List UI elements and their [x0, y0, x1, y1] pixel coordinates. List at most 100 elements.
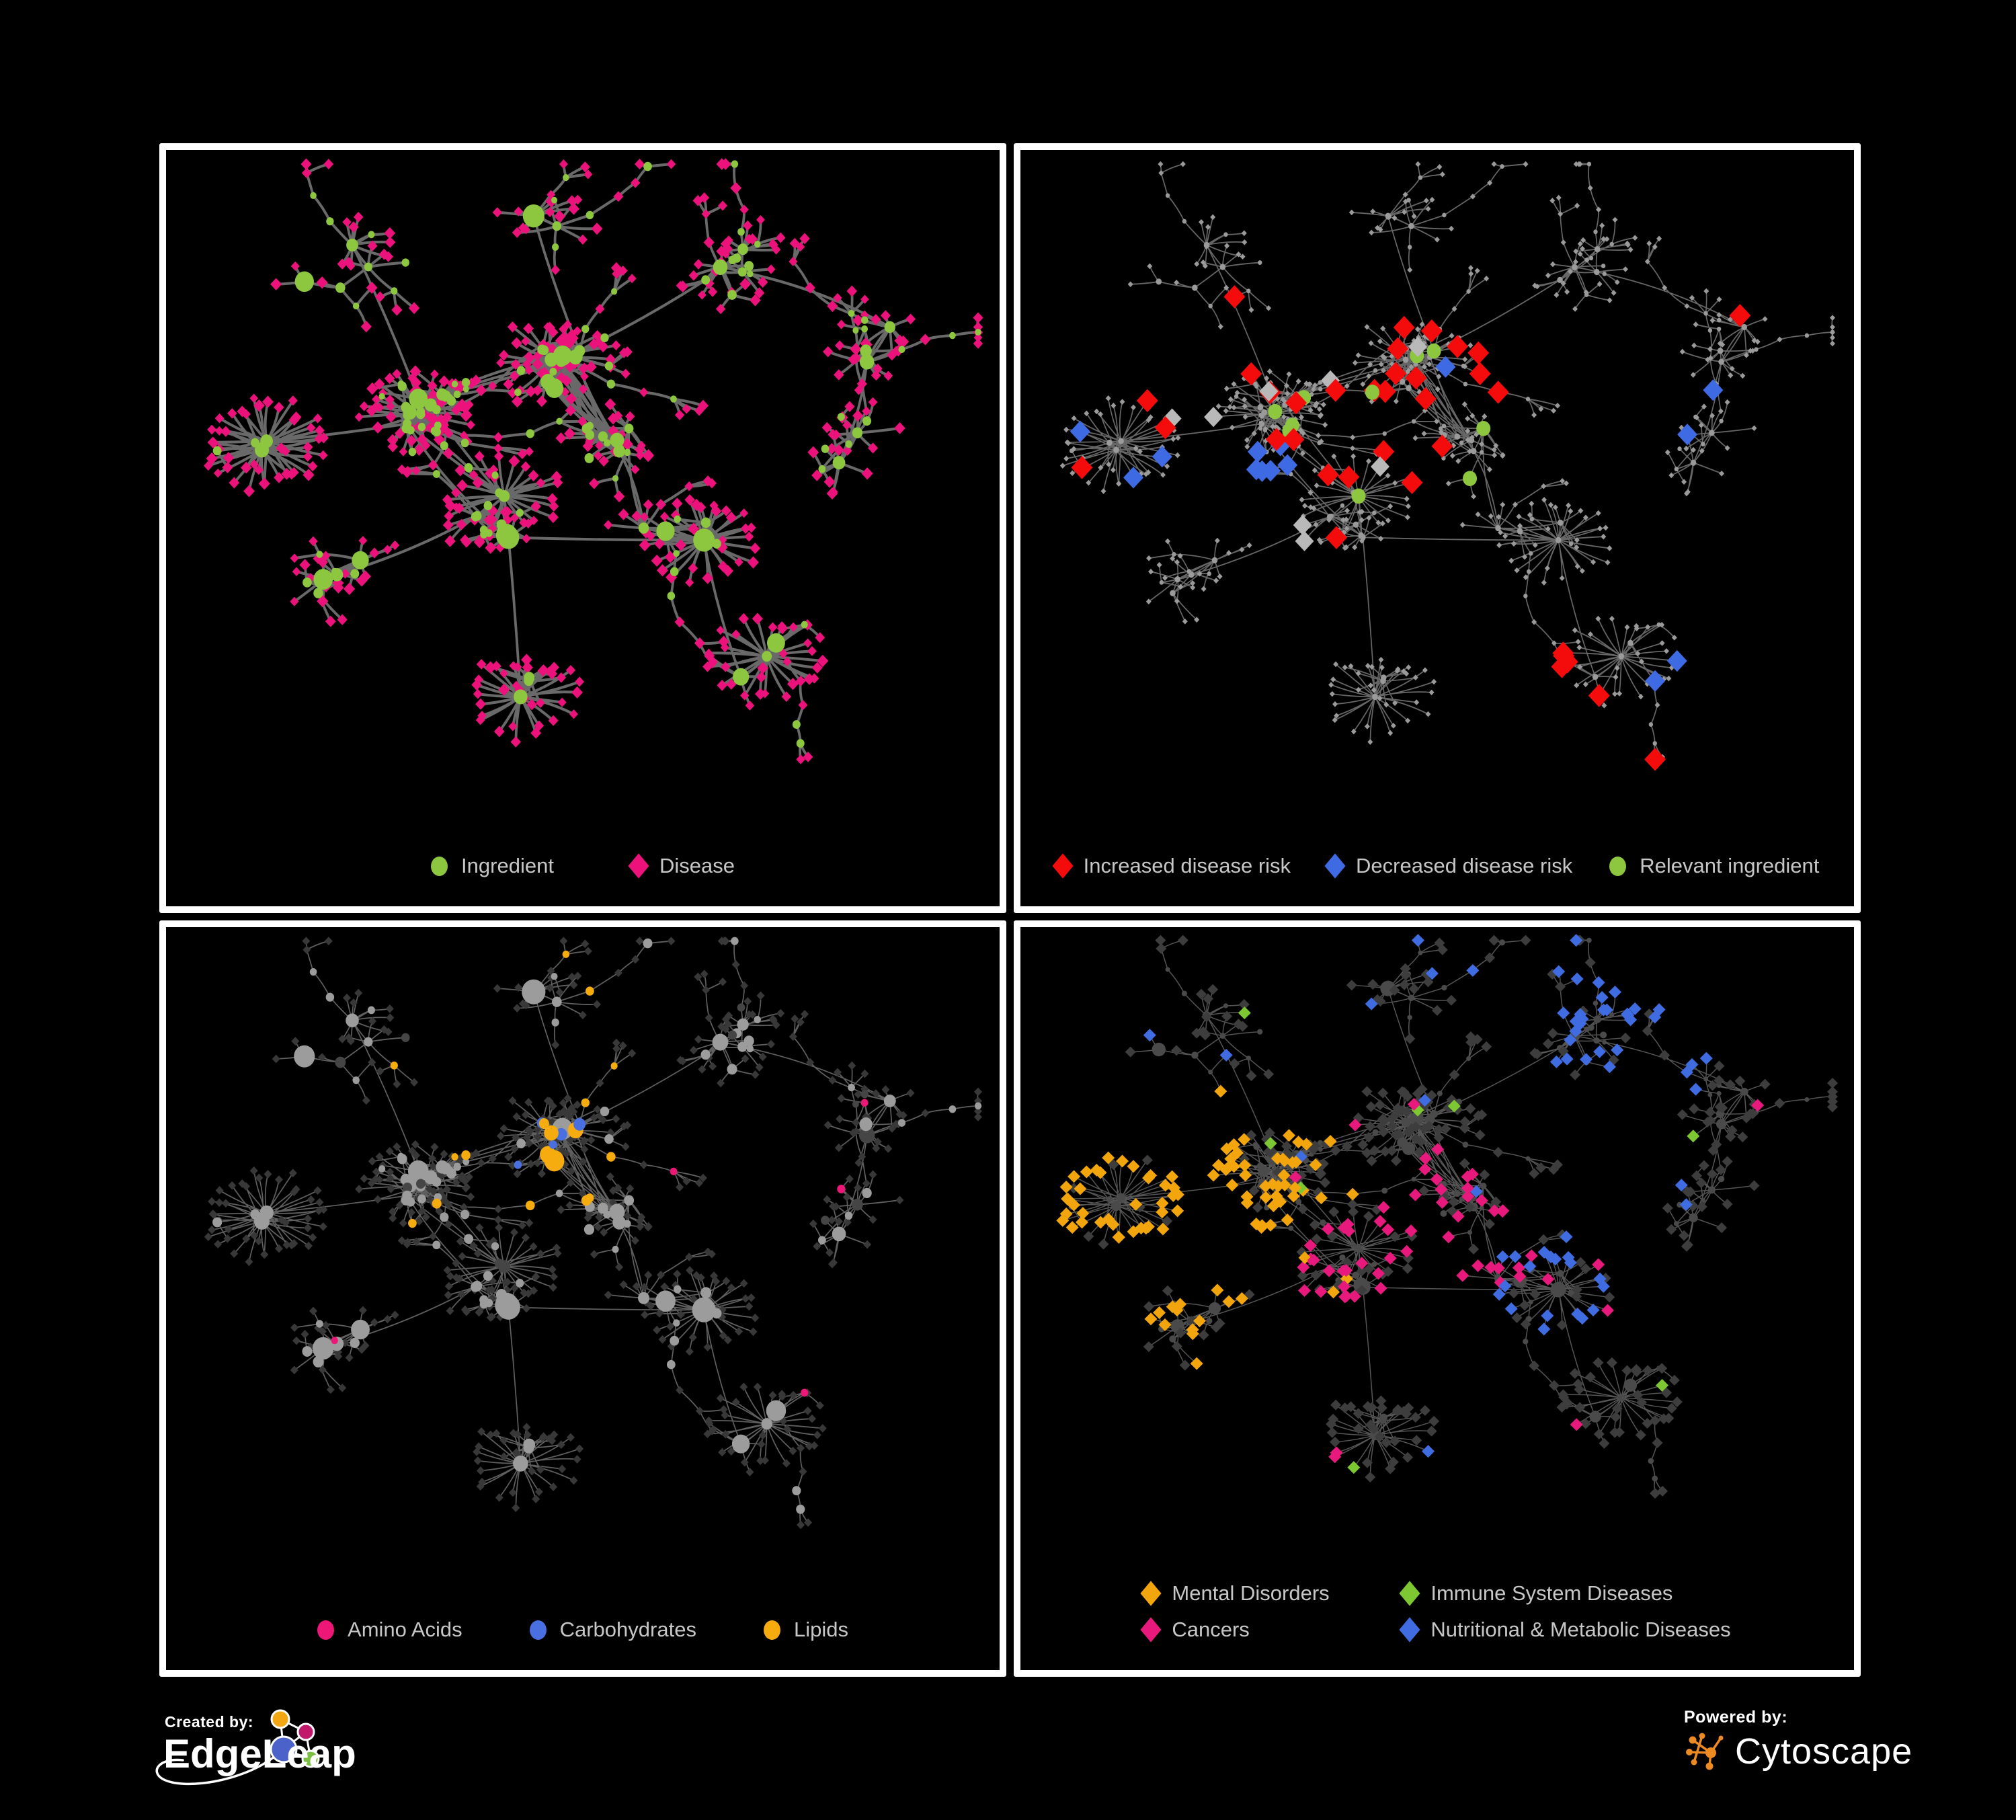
disease-node: [594, 440, 604, 450]
disease-node: [1297, 1270, 1308, 1281]
disease-node: [1508, 1288, 1519, 1299]
disease-node: [1762, 316, 1768, 322]
disease-node: [1717, 1103, 1728, 1114]
disease-node: [1271, 446, 1277, 453]
ingredient-node: [1689, 1213, 1698, 1222]
disease-node: [1341, 1141, 1353, 1152]
disease-node: [1433, 1132, 1445, 1143]
nutritional-disease-node: [1564, 1033, 1577, 1047]
disease-node: [1584, 957, 1596, 968]
disease-node: [1662, 1202, 1673, 1214]
disease-node: [842, 1193, 851, 1201]
disease-node: [1143, 471, 1149, 477]
disease-node: [1330, 676, 1336, 682]
disease-node: [337, 614, 348, 625]
disease-node: [354, 988, 363, 998]
nutritional-disease-node: [1628, 1002, 1642, 1015]
mental-disease-node: [1159, 1179, 1172, 1192]
disease-node: [712, 1277, 721, 1286]
disease-node: [492, 207, 502, 218]
ingredient-node: [1593, 229, 1598, 235]
disease-node: [973, 321, 983, 333]
disease-node: [1566, 502, 1572, 509]
disease-node: [1547, 1028, 1558, 1039]
disease-node: [1462, 356, 1468, 362]
disease-node: [525, 385, 536, 397]
mental-disease-node: [1144, 1312, 1158, 1326]
ingredient-node: [603, 1210, 611, 1219]
mental-disease-node: [1292, 1136, 1305, 1149]
disease-node: [569, 709, 578, 719]
cancer-disease-node: [1338, 1280, 1350, 1294]
disease-node: [513, 1169, 522, 1179]
mental-disease-node: [1112, 1230, 1125, 1244]
disease-node: [451, 404, 462, 416]
disease-node: [386, 401, 395, 411]
disease-node: [834, 1143, 843, 1152]
disease-node: [1377, 1087, 1389, 1099]
disease-node: [1729, 366, 1735, 372]
disease-node: [372, 421, 384, 434]
disease-node: [512, 1503, 520, 1512]
disease-node: [700, 970, 709, 979]
disease-node: [1484, 1218, 1495, 1230]
network-edges: [206, 162, 980, 761]
disease-node: [446, 1306, 454, 1315]
disease-node: [249, 459, 259, 469]
disease-node: [477, 1158, 485, 1167]
disease-node: [223, 1234, 232, 1243]
disease-node: [1467, 448, 1473, 454]
mental-disease-node: [1059, 1207, 1073, 1220]
disease-node: [465, 1173, 473, 1181]
edgeleap-node-yellow: [270, 1709, 290, 1729]
disease-node: [1582, 681, 1588, 688]
disease-node: [1614, 665, 1620, 671]
disease-node: [1705, 1115, 1716, 1126]
disease-node: [1378, 535, 1384, 542]
disease-node: [1705, 356, 1711, 363]
disease-node: [245, 1257, 253, 1267]
disease-node: [1303, 381, 1309, 387]
disease-node: [1662, 284, 1668, 291]
nutritional-disease-node: [1689, 1082, 1703, 1096]
disease-node: [521, 336, 530, 346]
disease-node: [1330, 1145, 1341, 1156]
disease-node: [1549, 198, 1556, 204]
disease-node: [1385, 517, 1391, 524]
disease-node: [823, 346, 834, 358]
disease-node: [755, 1063, 764, 1072]
ingredient-node: [416, 407, 426, 416]
panel-disease-risk-network: Increased disease risk Decreased disease …: [1014, 143, 1861, 913]
disease-node: [1575, 639, 1581, 645]
disease-node: [1224, 243, 1230, 249]
ingredient-node: [1381, 1187, 1388, 1194]
disease-node: [612, 1044, 621, 1054]
disease-node: [1314, 400, 1320, 407]
disease-node: [809, 1219, 817, 1228]
ingredient-node: [737, 243, 749, 255]
ingredient-node: [453, 390, 461, 399]
ingredient-node: [514, 1160, 522, 1169]
disease-node: [685, 578, 694, 588]
disease-node: [307, 1195, 315, 1204]
disease-node: [334, 1352, 343, 1361]
ingredient-node: [581, 424, 591, 434]
disease-node: [510, 1144, 519, 1154]
disease-node: [571, 686, 583, 699]
disease-node: [1529, 500, 1535, 507]
disease-node: [1229, 424, 1235, 431]
disease-node: [699, 192, 710, 204]
disease-node: [1393, 398, 1399, 405]
ingredient-node: [1352, 1271, 1360, 1279]
disease-node: [1348, 663, 1354, 670]
mental-disease-node: [1142, 1171, 1155, 1185]
ingredient-node: [495, 524, 518, 547]
disease-node: [475, 1223, 484, 1232]
disease-node: [1469, 413, 1476, 419]
disease-node: [1116, 480, 1122, 487]
disease-node: [703, 1343, 712, 1351]
ingredient-node: [351, 1319, 370, 1340]
disease-node: [1666, 675, 1672, 682]
disease-node: [321, 551, 331, 561]
disease-node: [529, 516, 538, 526]
